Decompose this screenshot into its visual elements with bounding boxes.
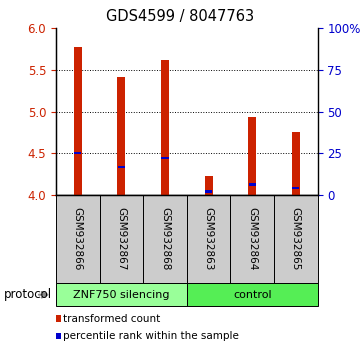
Bar <box>56 283 187 306</box>
Bar <box>205 190 212 193</box>
Text: GSM932868: GSM932868 <box>160 207 170 271</box>
Bar <box>74 47 82 195</box>
Bar <box>249 183 256 186</box>
Bar <box>187 283 318 306</box>
Bar <box>230 195 274 283</box>
Text: GSM932863: GSM932863 <box>204 207 214 271</box>
Bar <box>292 187 299 189</box>
Bar <box>274 195 318 283</box>
Text: GSM932866: GSM932866 <box>73 207 83 271</box>
Bar <box>74 152 81 154</box>
Text: transformed count: transformed count <box>64 314 161 324</box>
Text: ZNF750 silencing: ZNF750 silencing <box>73 290 170 300</box>
Bar <box>161 157 169 159</box>
Bar <box>248 116 256 195</box>
Text: percentile rank within the sample: percentile rank within the sample <box>64 331 239 341</box>
Bar <box>117 76 125 195</box>
Text: GSM932867: GSM932867 <box>116 207 126 271</box>
Text: GDS4599 / 8047763: GDS4599 / 8047763 <box>106 9 255 24</box>
Bar <box>118 166 125 169</box>
Text: control: control <box>233 290 271 300</box>
Bar <box>143 195 187 283</box>
Bar <box>292 132 300 195</box>
Bar <box>56 195 100 283</box>
Text: GSM932865: GSM932865 <box>291 207 301 271</box>
Text: protocol: protocol <box>4 288 52 301</box>
Text: GSM932864: GSM932864 <box>247 207 257 271</box>
Bar <box>187 195 230 283</box>
Bar <box>205 176 213 195</box>
Bar <box>161 60 169 195</box>
Bar <box>100 195 143 283</box>
